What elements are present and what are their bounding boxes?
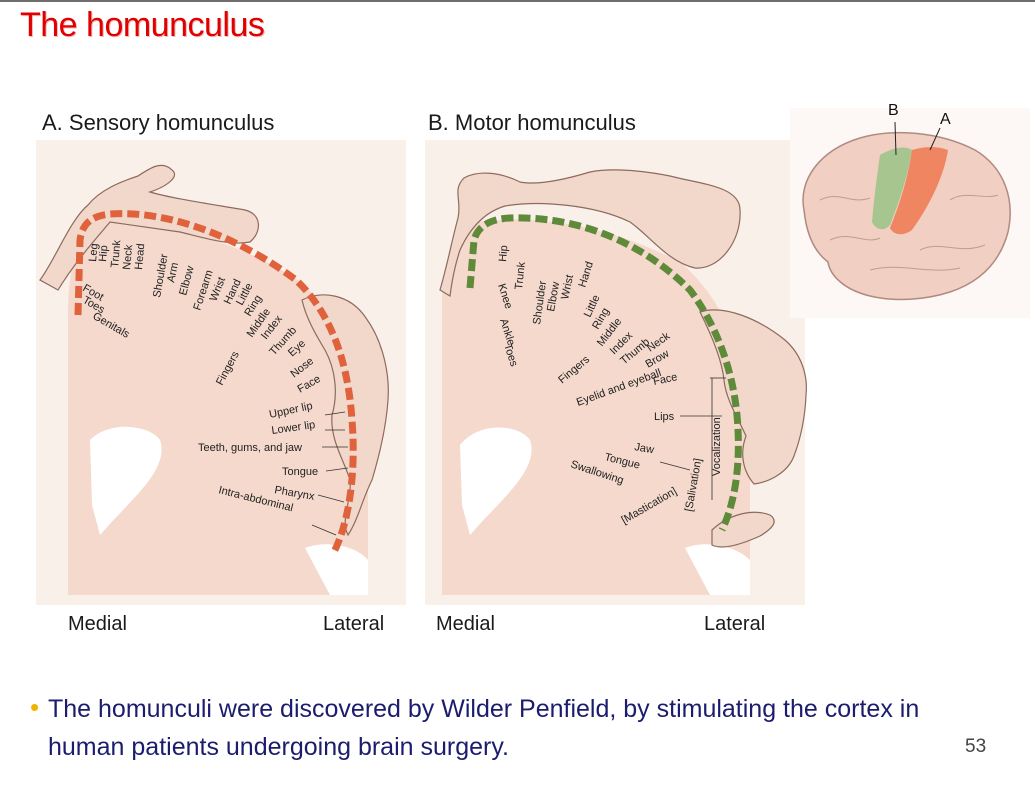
- label-teeth-gums-jaw: Teeth, gums, and jaw: [198, 442, 302, 454]
- pointer-b: [894, 121, 897, 156]
- label-motor-hip: Hip: [497, 245, 510, 262]
- label-trunk: Trunk: [109, 239, 123, 268]
- sensory-medial-label: Medial: [68, 613, 127, 635]
- motor-cortex-section: [442, 219, 750, 595]
- motor-cortex-band: [466, 214, 742, 532]
- label-motor-jaw: Jaw: [633, 441, 654, 456]
- label-motor-lips: Lips: [654, 411, 675, 423]
- sensory-lateral-label: Lateral: [323, 613, 385, 635]
- inset-label-a: A: [940, 111, 951, 128]
- top-border-line: [0, 0, 1035, 2]
- label-hip: Hip: [97, 245, 110, 262]
- label-motor-trunk: Trunk: [513, 261, 528, 290]
- sensory-cortex-section: [68, 221, 368, 595]
- motor-body-figure: [439, 169, 741, 297]
- sensory-cortex-region: [890, 147, 948, 235]
- bullet-icon: •: [30, 692, 40, 722]
- label-tongue: Tongue: [282, 466, 318, 478]
- homunculus-diagram: Leg Hip Trunk Neck Head Shoulder Arm Elb…: [36, 102, 1030, 605]
- label-arm: Arm: [165, 261, 181, 283]
- page-number: 53: [965, 736, 987, 757]
- motor-diagram: [425, 140, 807, 605]
- label-motor-wrist: Wrist: [559, 274, 576, 301]
- motor-cortex-region: [872, 147, 912, 230]
- inset-label-b: B: [888, 102, 899, 119]
- label-head: Head: [133, 243, 147, 270]
- label-leg: Leg: [87, 243, 101, 262]
- sensory-panel-title: A. Sensory homunculus: [42, 110, 275, 135]
- label-motor-vocalization: Vocalization: [711, 417, 723, 476]
- motor-medial-label: Medial: [436, 613, 495, 635]
- sensory-cortex-band: [74, 210, 357, 554]
- pointer-a: [929, 127, 941, 151]
- bullet-text: The homunculi were discovered by Wilder …: [48, 695, 920, 761]
- label-motor-face: Face: [652, 371, 678, 388]
- motor-sulcus: [685, 544, 750, 595]
- sensory-sulcus: [305, 544, 368, 595]
- sensory-face-figure: [301, 294, 389, 537]
- motor-lateral-label: Lateral: [704, 613, 766, 635]
- brain-inset: B A: [790, 102, 1030, 318]
- label-neck: Neck: [121, 244, 135, 271]
- sensory-white-matter: [90, 426, 162, 535]
- motor-panel-title: B. Motor homunculus: [428, 110, 636, 135]
- slide-title: The homunculus: [20, 6, 265, 44]
- sensory-diagram: [36, 140, 406, 605]
- label-motor-elbow: Elbow: [545, 281, 562, 313]
- motor-white-matter: [460, 427, 532, 535]
